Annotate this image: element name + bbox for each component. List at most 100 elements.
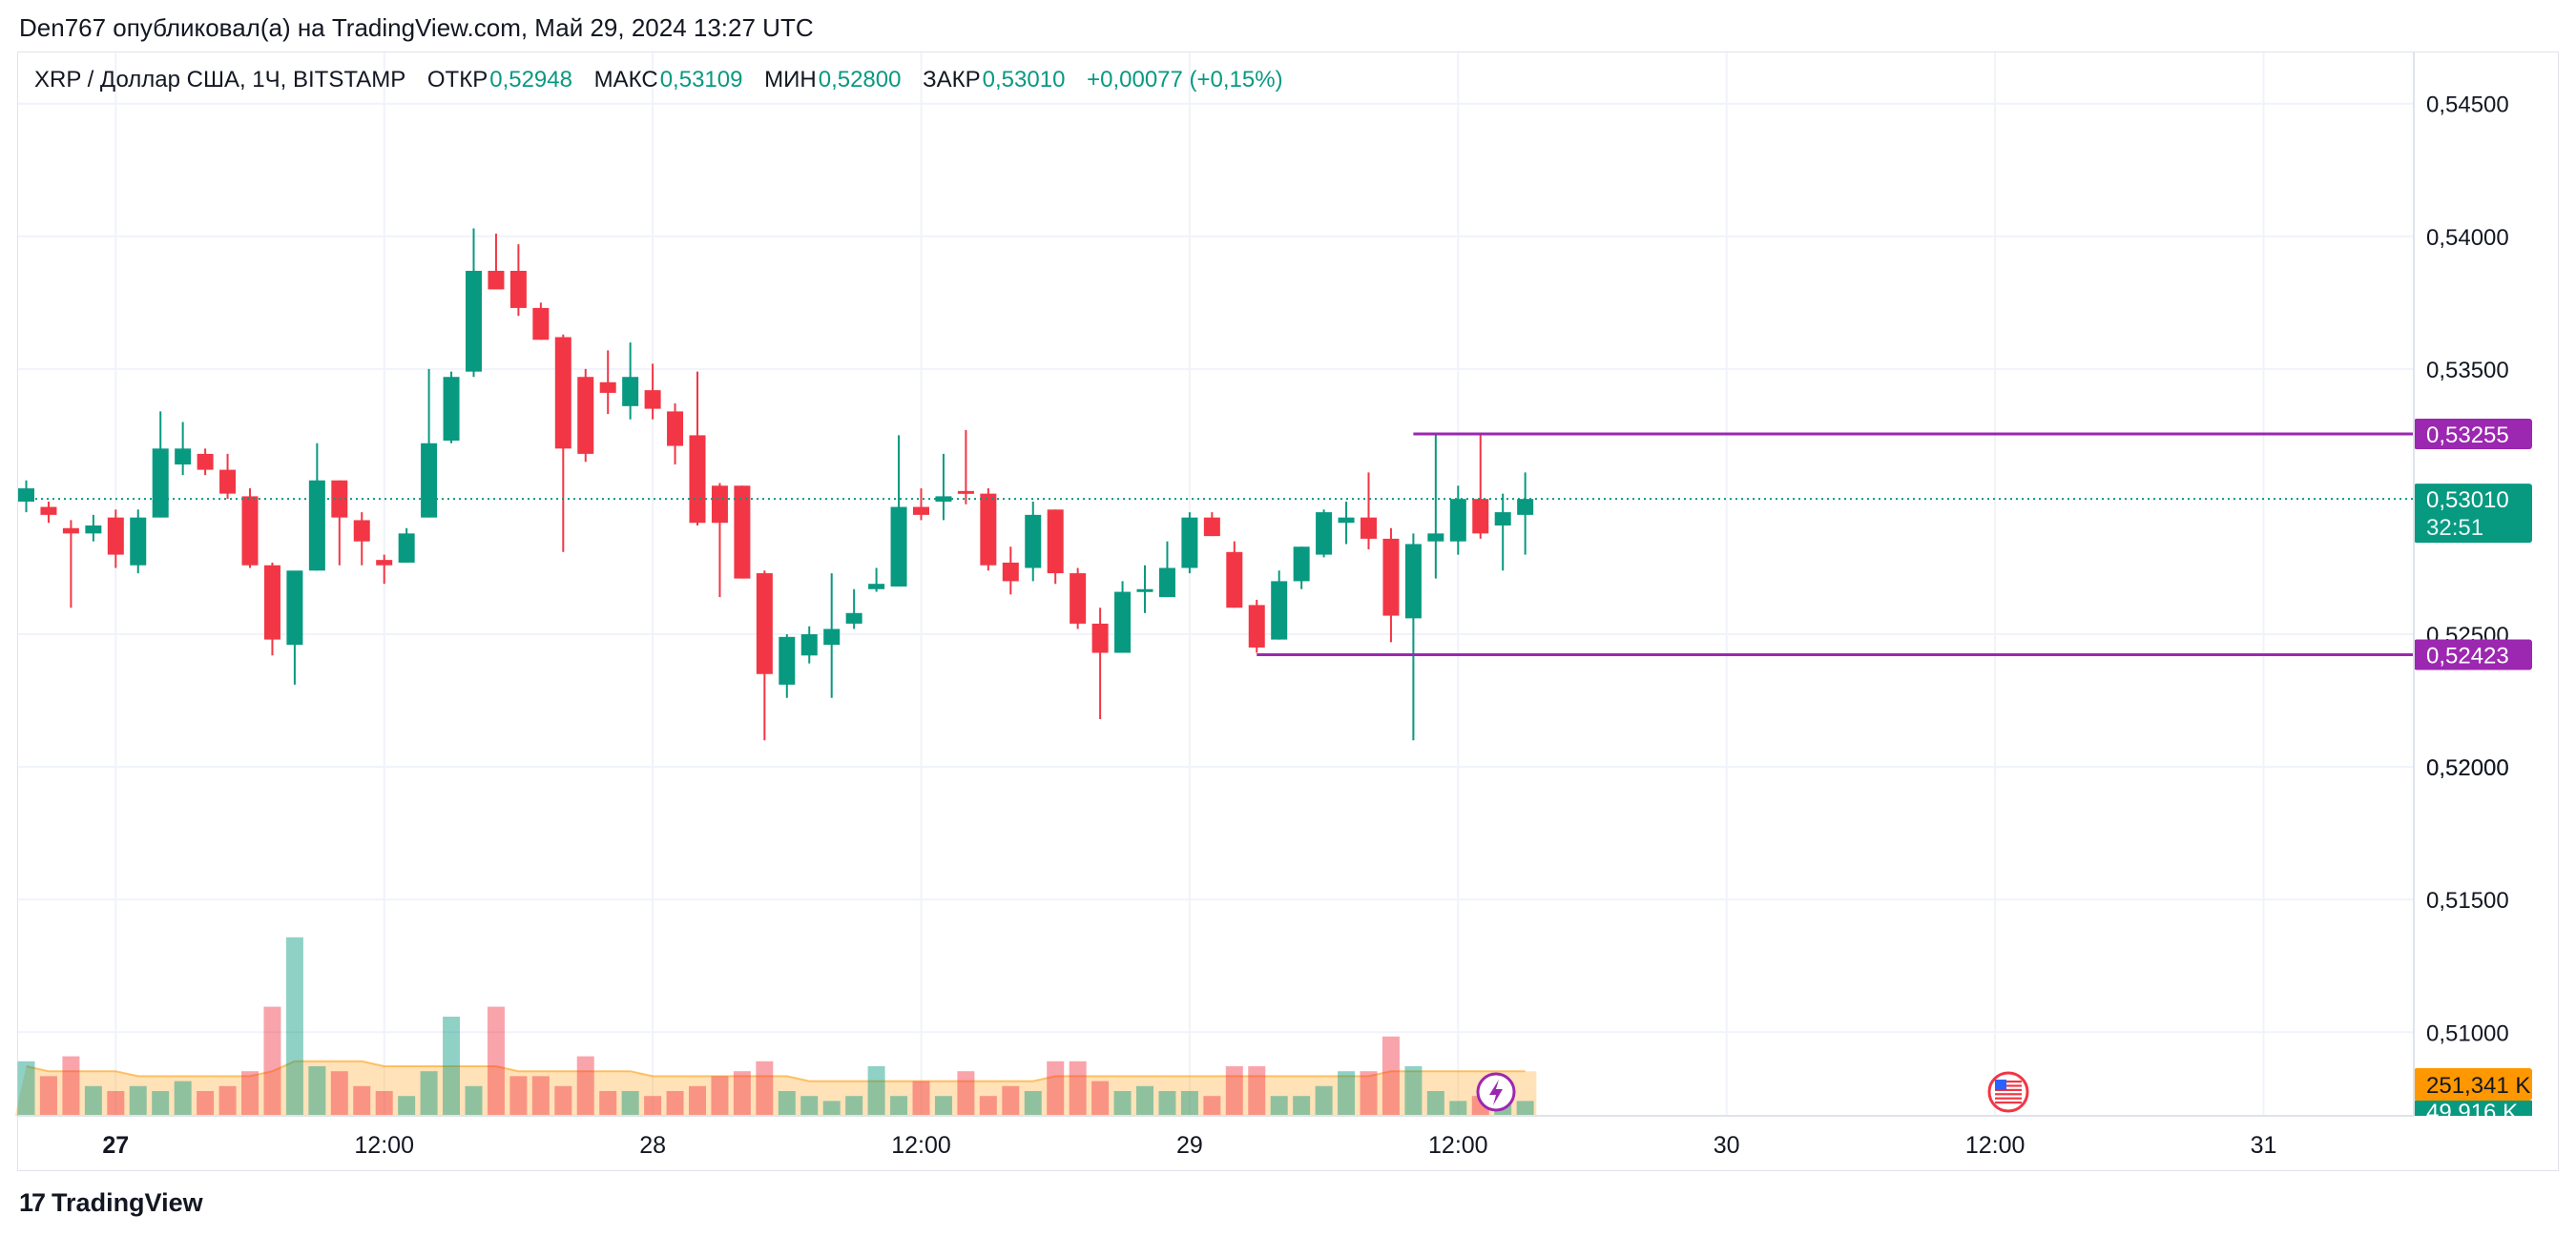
tradingview-mark-icon: 17 [19,1188,46,1217]
volume-bar [1002,1085,1020,1116]
dividends-event-icon[interactable] [1476,1072,1516,1112]
candle-body [554,337,571,449]
legend-low-value: 0,52800 [818,67,902,93]
volume-bar [465,1085,483,1116]
candle-body [779,636,796,685]
candle-body [622,377,639,406]
price-axis-label: 0,51500 [2426,888,2509,914]
volume-bar [711,1076,729,1116]
candle-body [1047,509,1064,574]
legend-close-value: 0,53010 [982,67,1066,93]
volume-bar [1270,1096,1288,1116]
candle-body [1472,499,1489,534]
price-axis-label: 0,51000 [2426,1020,2509,1046]
us-flag-event-icon[interactable] [1987,1071,2029,1113]
volume-bar [285,937,303,1116]
candle-body [1248,605,1265,648]
candle-body [488,270,505,290]
volume-bar [107,1091,125,1116]
candle-body [532,307,550,340]
volume-bar [398,1096,416,1116]
volume-bar [353,1085,371,1116]
volume-bar [800,1096,819,1116]
volume-bar [1516,1101,1534,1116]
volume-bar [1180,1091,1198,1116]
candle-body [711,485,728,524]
tradingview-logo[interactable]: 17 TradingView [19,1188,203,1218]
time-axis-label: 12:00 [1965,1132,2025,1159]
volume-bar [1203,1096,1221,1116]
candle-body [1449,499,1466,542]
candle-body [509,270,527,308]
volume-bar [330,1071,348,1116]
price-axis-label: 0,54500 [2426,93,2509,118]
candle-body [421,443,438,518]
volume-bar [152,1091,170,1116]
publisher-line: Den767 опубликовал(а) на TradingView.com… [19,13,814,42]
price-axis-label: 0,54000 [2426,225,2509,251]
candle-body [241,496,259,566]
candle-body [1293,546,1310,582]
candle-body [1114,591,1132,653]
legend-high-label: МАКС [593,67,658,93]
candle-body [980,493,997,566]
candle-body [152,448,169,518]
candle-body [800,634,818,656]
candle-body [443,377,460,441]
candle-body [689,435,706,524]
volume-bar [1404,1066,1423,1116]
level-price-badge [2414,419,2532,450]
candle-body [1091,623,1109,653]
volume-bar [420,1071,438,1116]
bar-countdown-label: 32:51 [2426,515,2483,541]
volume-bar [1047,1061,1065,1116]
candle-body [756,573,773,674]
tradingview-brand: TradingView [52,1188,203,1217]
volume-bar [197,1091,215,1116]
time-axis-label: 12:00 [1428,1132,1488,1159]
candle-body [219,469,237,494]
candle-body [957,490,974,494]
candle-body [577,377,594,454]
candle-body [1494,512,1511,525]
volume-ma-area [14,1061,1537,1116]
time-axis-label: 12:00 [891,1132,951,1159]
candle-body [1361,517,1377,539]
volume-bar [756,1061,774,1116]
legend-close-label: ЗАКР [923,67,981,93]
time-axis-label: 29 [1176,1132,1203,1159]
price-axis-label: 0,53500 [2426,358,2509,383]
volume-bar [443,1017,461,1116]
volume-bar [129,1085,147,1116]
volume-bar [1381,1036,1400,1116]
candle-body [18,488,34,502]
candle-body [1002,562,1019,582]
candle-body [1136,588,1153,592]
candle-body [62,527,79,534]
volume-bar [890,1096,908,1116]
candle-body [1025,514,1042,568]
volume-bar [554,1085,572,1116]
candle-body [1271,581,1288,640]
candle-body [667,411,684,446]
volume-bar [576,1056,594,1116]
candle-body [845,612,862,624]
legend-low-label: МИН [764,67,817,93]
candle-body [1427,533,1444,542]
volume-bar [689,1085,706,1116]
candle-body [734,485,751,579]
candle-body [868,584,885,589]
volume-bar [1360,1071,1378,1116]
volume-bar [1338,1071,1356,1116]
candle-body [1226,551,1243,608]
volume-bar [845,1096,863,1116]
volume-bar [62,1056,80,1116]
legend-open-label: ОТКР [426,67,488,93]
level-price-label: 0,52423 [2426,643,2509,669]
time-axis-label: 12:00 [354,1132,414,1159]
volume-bar [218,1085,237,1116]
candle-body [175,448,192,465]
time-axis-label: 27 [102,1132,129,1159]
last-price-label: 0,53010 [2426,487,2509,513]
